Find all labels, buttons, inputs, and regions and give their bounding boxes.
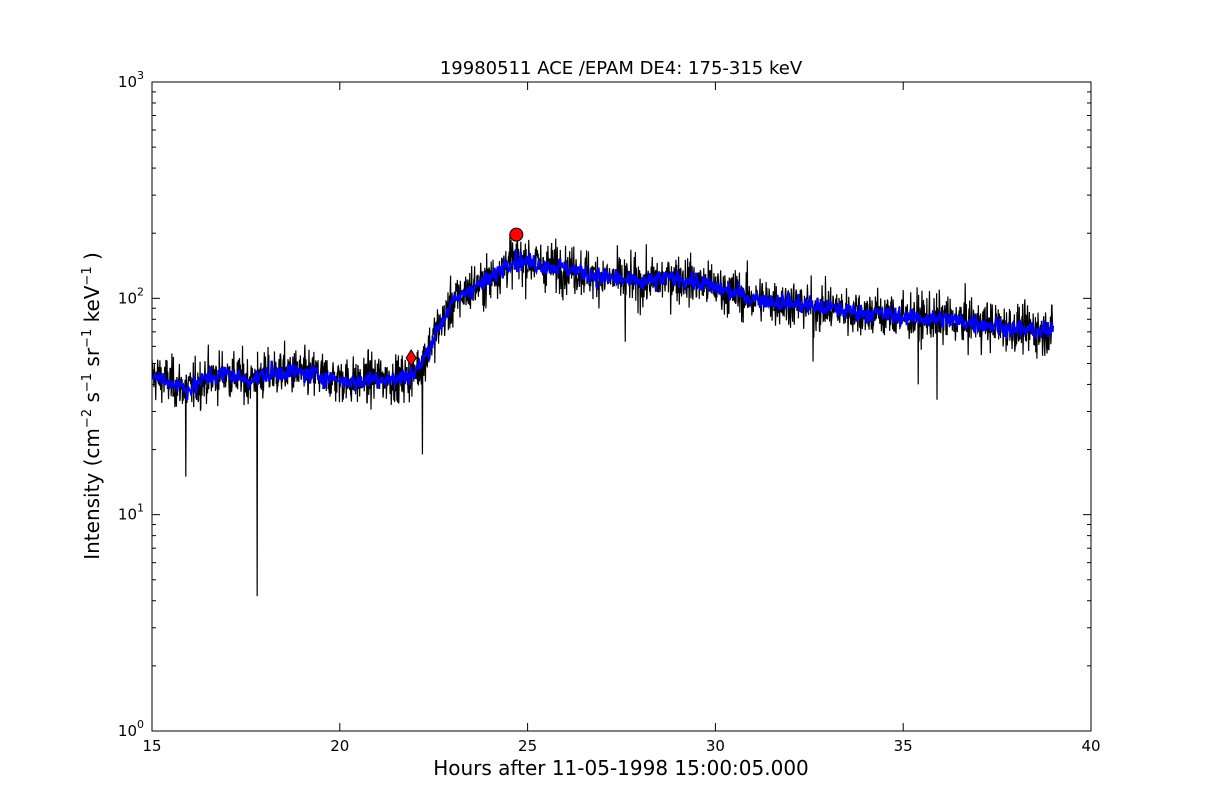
onset-marker [405, 349, 417, 367]
series-raw-line [152, 234, 1055, 597]
y-tick-label: 103 [118, 69, 144, 91]
x-tick-label: 40 [1081, 737, 1100, 755]
x-tick-label: 30 [706, 737, 725, 755]
y-tick-label: 100 [118, 718, 144, 740]
plot-area [152, 227, 1055, 597]
x-tick-label: 20 [330, 737, 349, 755]
peak-marker [509, 227, 524, 242]
series-smoothed-line [152, 248, 1054, 400]
x-tick-label: 15 [142, 737, 161, 755]
x-axis-label: Hours after 11-05-1998 15:00:05.000 [433, 756, 809, 780]
x-tick-label: 25 [518, 737, 537, 755]
y-axis: 100 101 102 103 [118, 69, 1091, 740]
y-tick-label: 102 [118, 285, 144, 307]
chart-title: 19980511 ACE /EPAM DE4: 175-315 keV [440, 58, 803, 79]
y-tick-label: 101 [118, 502, 144, 524]
y-axis-label: Intensity (cm−2 s−1 sr−1 keV−1 ) [80, 252, 104, 560]
x-axis: 15 20 25 30 35 40 [142, 82, 1101, 755]
plot-frame [151, 81, 1092, 732]
x-tick-label: 35 [894, 737, 913, 755]
